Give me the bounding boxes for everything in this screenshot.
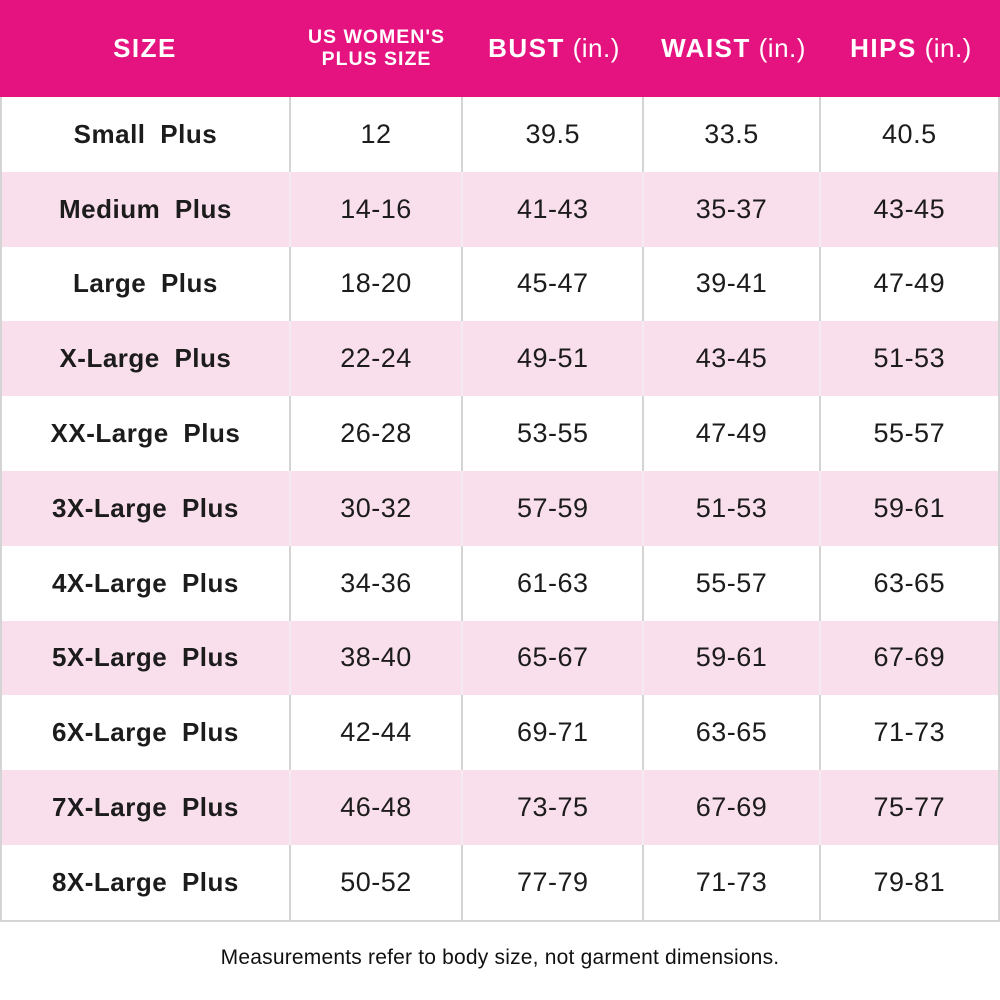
size-label-cell: 4X-Large Plus bbox=[2, 545, 291, 621]
waist-cell: 51-53 bbox=[644, 470, 821, 546]
bust-cell: 73-75 bbox=[463, 770, 645, 845]
column-unit: (in.) bbox=[750, 33, 806, 64]
bust-cell: 49-51 bbox=[463, 321, 645, 397]
size-label-cell: X-Large Plus bbox=[2, 321, 291, 397]
bust-cell: 45-47 bbox=[463, 246, 645, 322]
hips-cell: 71-73 bbox=[873, 717, 946, 748]
table-row: Small Plus 12 39.5 33.5 40.5 bbox=[2, 97, 998, 172]
table-footer: Measurements refer to body size, not gar… bbox=[0, 922, 1000, 994]
us-plus-size-cell: 12 bbox=[291, 97, 464, 172]
hips-cell: 40.5 bbox=[882, 118, 937, 149]
size-label-cell: Small Plus bbox=[2, 97, 291, 172]
waist-cell: 71-73 bbox=[644, 844, 821, 920]
bust-cell: 69-71 bbox=[463, 695, 645, 771]
us-plus-size-cell: 30-32 bbox=[291, 470, 464, 546]
us-plus-size-cell: 26-28 bbox=[291, 396, 464, 471]
us-plus-size-cell: 18-20 bbox=[291, 246, 464, 322]
bust-cell: 39.5 bbox=[463, 97, 645, 172]
us-plus-size-cell: 34-36 bbox=[291, 545, 464, 621]
size-label-cell: XX-Large Plus bbox=[2, 396, 291, 471]
hips-cell: 51-53 bbox=[873, 343, 946, 374]
waist-cell: 35-37 bbox=[644, 171, 821, 247]
us-plus-size-cell: 22-24 bbox=[291, 321, 464, 397]
us-plus-size-cell: 42-44 bbox=[291, 695, 464, 771]
us-plus-size-cell: 46-48 bbox=[291, 770, 464, 845]
size-label-cell: Medium Plus bbox=[2, 171, 291, 247]
size-label-cell: 8X-Large Plus bbox=[2, 844, 291, 920]
column-header-size: SIZE bbox=[113, 33, 177, 64]
column-header-us-women-s-plus-size: US WOMEN'S PLUS SIZE bbox=[307, 26, 446, 70]
column-header-hips: HIPS (in.) bbox=[850, 33, 972, 64]
table-row: 3X-Large Plus 30-32 57-59 51-53 59-61 bbox=[2, 470, 998, 546]
hips-cell: 75-77 bbox=[873, 792, 946, 823]
hips-cell: 43-45 bbox=[873, 193, 946, 224]
bust-cell: 61-63 bbox=[463, 545, 645, 621]
bust-cell: 57-59 bbox=[463, 470, 645, 546]
bust-cell: 53-55 bbox=[463, 396, 645, 471]
waist-cell: 55-57 bbox=[644, 545, 821, 621]
table-row: X-Large Plus 22-24 49-51 43-45 51-53 bbox=[2, 321, 998, 397]
size-label-cell: 7X-Large Plus bbox=[2, 770, 291, 845]
hips-cell: 63-65 bbox=[873, 567, 946, 598]
us-plus-size-cell: 14-16 bbox=[291, 171, 464, 247]
table-row: 7X-Large Plus 46-48 73-75 67-69 75-77 bbox=[2, 770, 998, 845]
waist-cell: 59-61 bbox=[644, 620, 821, 696]
waist-cell: 67-69 bbox=[644, 770, 821, 845]
table-row: 4X-Large Plus 34-36 61-63 55-57 63-65 bbox=[2, 545, 998, 621]
table-row: 5X-Large Plus 38-40 65-67 59-61 67-69 bbox=[2, 620, 998, 696]
waist-cell: 63-65 bbox=[644, 695, 821, 771]
bust-cell: 65-67 bbox=[463, 620, 645, 696]
hips-cell: 67-69 bbox=[873, 642, 946, 673]
hips-cell: 55-57 bbox=[873, 418, 946, 449]
table-row: 8X-Large Plus 50-52 77-79 71-73 79-81 bbox=[2, 844, 998, 920]
table-row: 6X-Large Plus 42-44 69-71 63-65 71-73 bbox=[2, 695, 998, 771]
hips-cell: 59-61 bbox=[873, 492, 946, 523]
us-plus-size-cell: 38-40 bbox=[291, 620, 464, 696]
column-unit: (in.) bbox=[564, 33, 620, 64]
size-label-cell: 5X-Large Plus bbox=[2, 620, 291, 696]
waist-cell: 43-45 bbox=[644, 321, 821, 397]
table-header-row: SIZE US WOMEN'S PLUS SIZE BUST (in.) WAIST … bbox=[0, 0, 1000, 97]
us-plus-size-cell: 50-52 bbox=[291, 844, 464, 920]
hips-cell: 79-81 bbox=[873, 866, 946, 897]
table-row: Medium Plus 14-16 41-43 35-37 43-45 bbox=[2, 171, 998, 247]
waist-cell: 33.5 bbox=[644, 97, 821, 172]
size-label-cell: 6X-Large Plus bbox=[2, 695, 291, 771]
column-header-bust: BUST (in.) bbox=[488, 33, 620, 64]
waist-cell: 47-49 bbox=[644, 396, 821, 471]
size-label-cell: 3X-Large Plus bbox=[2, 470, 291, 546]
table-row: Large Plus 18-20 45-47 39-41 47-49 bbox=[2, 246, 998, 322]
waist-cell: 39-41 bbox=[644, 246, 821, 322]
table-row: XX-Large Plus 26-28 53-55 47-49 55-57 bbox=[2, 396, 998, 471]
measurement-footnote: Measurements refer to body size, not gar… bbox=[220, 945, 780, 969]
bust-cell: 77-79 bbox=[463, 844, 645, 920]
column-header-waist: WAIST (in.) bbox=[661, 33, 806, 64]
column-unit: (in.) bbox=[916, 33, 972, 64]
bust-cell: 41-43 bbox=[463, 171, 645, 247]
size-label-cell: Large Plus bbox=[2, 246, 291, 322]
hips-cell: 47-49 bbox=[873, 268, 946, 299]
table-body: Small Plus 12 39.5 33.5 40.5 Medium Plus 14-16… bbox=[0, 97, 1000, 922]
